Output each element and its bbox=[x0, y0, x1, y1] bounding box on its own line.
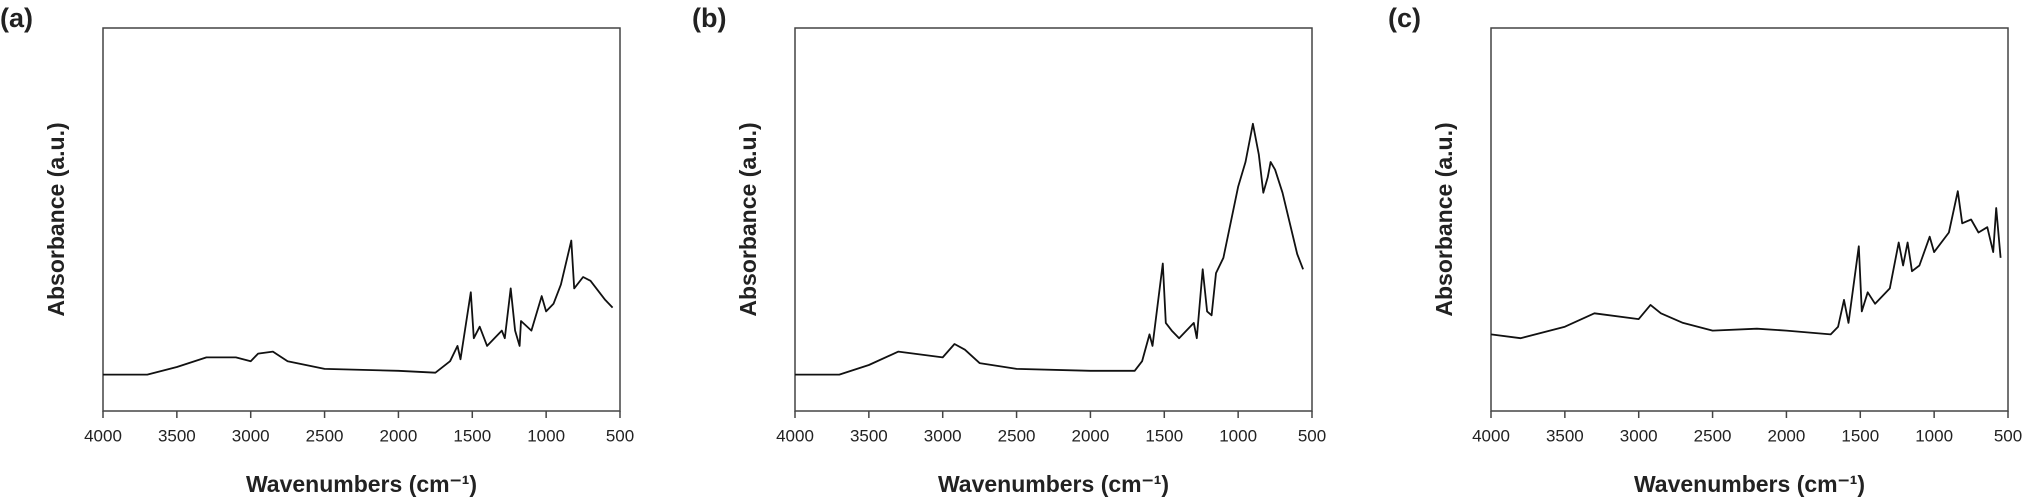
x-tick-label: 3000 bbox=[1620, 426, 1658, 445]
y-axis-label: Absorbance (a.u.) bbox=[1431, 122, 1457, 316]
x-tick-label: 2000 bbox=[380, 426, 418, 445]
y-axis-label: Absorbance (a.u.) bbox=[735, 122, 761, 316]
x-tick-label: 4000 bbox=[776, 426, 814, 445]
x-tick-label: 3000 bbox=[924, 426, 962, 445]
x-tick-label: 1000 bbox=[527, 426, 565, 445]
x-tick-label: 2500 bbox=[998, 426, 1036, 445]
x-tick-label: 1500 bbox=[453, 426, 491, 445]
x-axis-label: Wavenumbers (cm⁻¹) bbox=[1634, 471, 1865, 497]
x-tick-label: 1500 bbox=[1145, 426, 1183, 445]
x-tick-label: 1000 bbox=[1915, 426, 1953, 445]
x-tick-label: 2000 bbox=[1072, 426, 1110, 445]
plot-frame bbox=[1490, 27, 2009, 412]
plot-frame bbox=[794, 27, 1313, 412]
x-tick-label: 3000 bbox=[232, 426, 270, 445]
panel-label: (c) bbox=[1388, 3, 1421, 33]
x-tick-label: 2000 bbox=[1768, 426, 1806, 445]
spectrum-line bbox=[1490, 190, 2002, 340]
panel-label: (a) bbox=[0, 3, 33, 33]
x-tick-label: 2500 bbox=[1694, 426, 1732, 445]
y-axis-label: Absorbance (a.u.) bbox=[43, 122, 69, 316]
x-tick-label: 500 bbox=[606, 426, 634, 445]
plot-frame bbox=[102, 27, 621, 412]
x-tick-label: 1000 bbox=[1219, 426, 1257, 445]
x-tick-label: 3500 bbox=[1546, 426, 1584, 445]
x-tick-label: 4000 bbox=[84, 426, 122, 445]
x-tick-label: 1500 bbox=[1841, 426, 1879, 445]
x-axis-label: Wavenumbers (cm⁻¹) bbox=[246, 471, 477, 497]
x-axis-label: Wavenumbers (cm⁻¹) bbox=[938, 471, 1169, 497]
panel-label: (b) bbox=[692, 3, 726, 33]
x-tick-label: 500 bbox=[1298, 426, 1326, 445]
spectrum-line bbox=[795, 122, 1304, 376]
x-tick-label: 4000 bbox=[1472, 426, 1510, 445]
spectrum-line bbox=[103, 239, 614, 376]
x-tick-label: 2500 bbox=[306, 426, 344, 445]
x-tick-label: 500 bbox=[1994, 426, 2022, 445]
x-tick-label: 3500 bbox=[158, 426, 196, 445]
x-tick-label: 3500 bbox=[850, 426, 888, 445]
